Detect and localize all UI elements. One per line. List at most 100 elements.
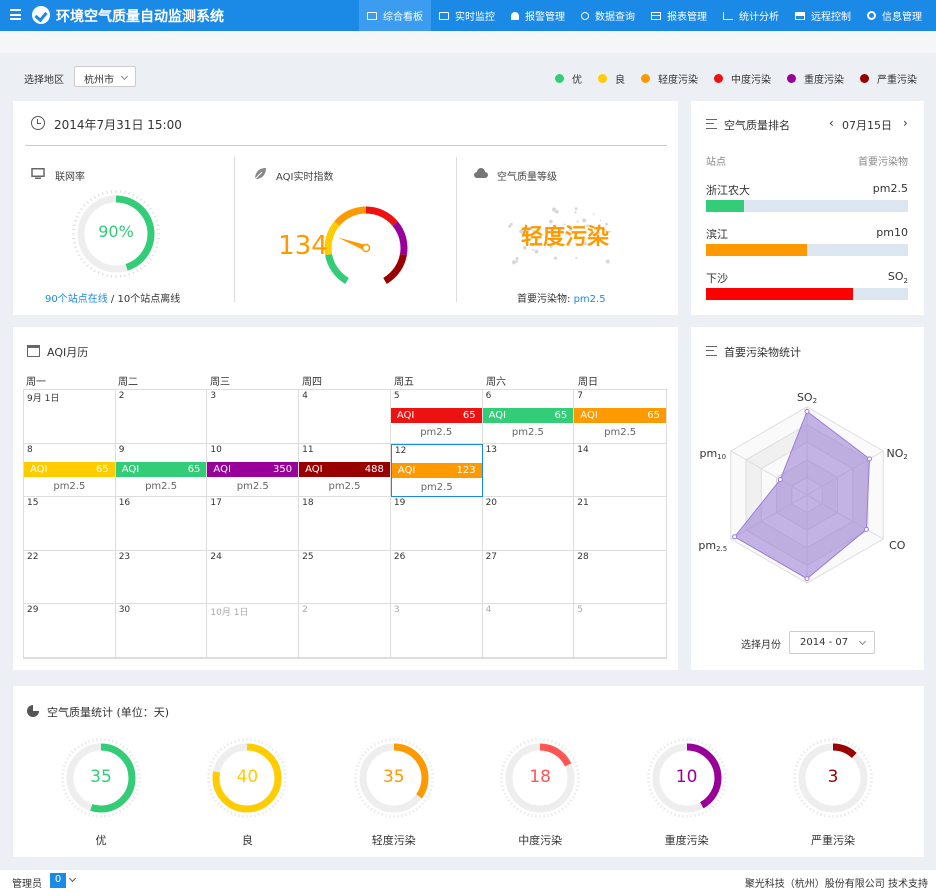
day-number: 6 — [485, 391, 492, 401]
ring-tick — [111, 739, 114, 743]
stat-label: 良 — [241, 834, 253, 847]
calendar-day[interactable]: 19 — [390, 497, 483, 551]
online-link[interactable]: 90个站点在线 — [45, 294, 108, 305]
decor-dot — [549, 219, 553, 224]
aqi-badge: AQI 65 — [115, 461, 207, 477]
ring-tick — [404, 813, 407, 817]
calendar-day[interactable]: 28 — [574, 551, 666, 605]
ring-tick — [119, 809, 122, 813]
next-date-button[interactable]: › — [903, 116, 908, 130]
pollutant-value[interactable]: pm2.5 — [573, 294, 606, 305]
nav-item[interactable]: 报警管理 — [503, 0, 573, 31]
calendar-day[interactable]: 13 — [482, 443, 575, 498]
decor-dot — [551, 207, 557, 212]
ring-tick — [209, 788, 213, 791]
calendar-day[interactable]: 6 AQI 65 pm2.5 — [482, 390, 575, 444]
radar-axis-label: pm2.5 — [698, 539, 727, 553]
stat-ring: 3 — [793, 738, 873, 821]
user-badge[interactable]: 0 — [50, 873, 66, 888]
ring-tick — [280, 792, 285, 795]
nav-item[interactable]: 实时监控 — [431, 0, 503, 31]
calendar-day[interactable]: 5 AQI 65 pm2.5 — [390, 390, 483, 444]
ring-tick — [84, 811, 87, 815]
ring-tick — [820, 739, 823, 743]
ring-tick — [798, 757, 802, 760]
ring-tick — [122, 745, 125, 749]
day-pollutant: pm2.5 — [328, 480, 361, 492]
legend-item: 优 — [555, 71, 582, 86]
decor-dot — [508, 224, 512, 228]
ring-tick — [380, 739, 383, 743]
calendar-day[interactable]: 3 — [390, 604, 483, 658]
calendar-day[interactable]: 21 — [574, 497, 666, 551]
ring-tick — [843, 739, 846, 743]
day-number: 27 — [485, 551, 498, 562]
month-select[interactable]: 2014 - 07 — [789, 631, 875, 654]
calendar-day[interactable]: 25 — [299, 550, 391, 605]
calendar-day[interactable]: 2 — [115, 390, 208, 444]
chevron-down-icon[interactable] — [68, 874, 77, 883]
calendar-day[interactable]: 8 AQI 65 pm2.5 — [24, 443, 116, 498]
calendar-day[interactable]: 24 — [207, 550, 300, 605]
ring-tick — [868, 788, 872, 791]
ring-tick — [355, 765, 359, 768]
gauge-segment — [325, 253, 349, 284]
calendar-day[interactable]: 15 — [24, 497, 116, 551]
bell-icon — [511, 11, 519, 20]
ring-tick — [77, 254, 81, 257]
calendar-title: AQI月历 — [47, 346, 89, 359]
calendar-day[interactable]: 16 — [115, 497, 208, 551]
ring-tick — [230, 811, 233, 815]
stat-label: 轻度污染 — [371, 834, 416, 847]
ring-tick — [673, 813, 676, 817]
nav-item[interactable]: 信息管理 — [859, 0, 930, 31]
calendar-day[interactable]: 29 — [24, 604, 116, 658]
prev-date-button[interactable]: ‹ — [829, 116, 834, 130]
stat-ring-chart — [207, 738, 288, 818]
nav-item[interactable]: 综合看板 — [359, 0, 431, 31]
ring-tick — [411, 809, 415, 813]
calendar-day[interactable]: 11 AQI 488 pm2.5 — [299, 443, 391, 498]
calendar-day[interactable]: 27 — [482, 550, 575, 605]
calendar-day[interactable]: 3 — [207, 390, 300, 444]
day-number: 3 — [210, 391, 217, 401]
radar-axis-label: NO2 — [887, 447, 908, 461]
calendar-day[interactable]: 2 — [299, 604, 391, 658]
nav-item[interactable]: 远程控制 — [787, 0, 859, 31]
calendar-day[interactable]: 20 — [482, 497, 575, 551]
calendar-day[interactable]: 9 AQI 65 pm2.5 — [115, 443, 208, 498]
calendar-day[interactable]: 4 — [482, 604, 575, 658]
ring-tick — [354, 785, 358, 787]
ring-tick — [282, 788, 286, 791]
day-number: 15 — [27, 498, 39, 509]
calendar-day[interactable]: 12 AQI 123 pm2.5 — [390, 443, 483, 498]
calendar-day[interactable]: 30 — [115, 604, 208, 658]
ring-tick — [851, 809, 854, 813]
nav-item[interactable]: 统计分析 — [715, 0, 787, 31]
calendar-day[interactable]: 10月 1日 — [207, 604, 300, 658]
ring-tick — [862, 799, 866, 802]
nav-item-label: 统计分析 — [739, 12, 779, 23]
calendar-day[interactable]: 18 — [299, 497, 391, 551]
ring-tick — [238, 738, 241, 742]
ring-tick — [106, 274, 108, 278]
calendar-day[interactable]: 17 — [207, 497, 300, 551]
nav-item[interactable]: 报表管理 — [643, 0, 715, 31]
calendar-day[interactable]: 23 — [115, 550, 208, 605]
calendar-day[interactable]: 5 — [574, 604, 666, 658]
calendar-day[interactable]: 14 — [574, 444, 666, 498]
calendar-day[interactable]: 4 — [299, 390, 391, 444]
region-select[interactable]: 杭州市 — [74, 66, 136, 87]
nav-item[interactable]: 数据查询 — [573, 0, 643, 31]
calendar-day[interactable]: 26 — [390, 550, 483, 605]
calendar-day[interactable]: 9月 1日 — [24, 390, 116, 444]
menu-icon[interactable] — [10, 9, 21, 20]
radar-point — [804, 576, 810, 582]
decor-dot — [554, 209, 559, 214]
calendar-day[interactable]: 7 AQI 65 pm2.5 — [574, 390, 666, 444]
calendar-day[interactable]: 10 AQI 350 pm2.5 — [207, 443, 300, 498]
aqi-day-value: 65 — [647, 410, 660, 421]
decor-dot — [522, 246, 527, 250]
legend-dot — [555, 74, 564, 83]
calendar-day[interactable]: 22 — [24, 550, 116, 605]
